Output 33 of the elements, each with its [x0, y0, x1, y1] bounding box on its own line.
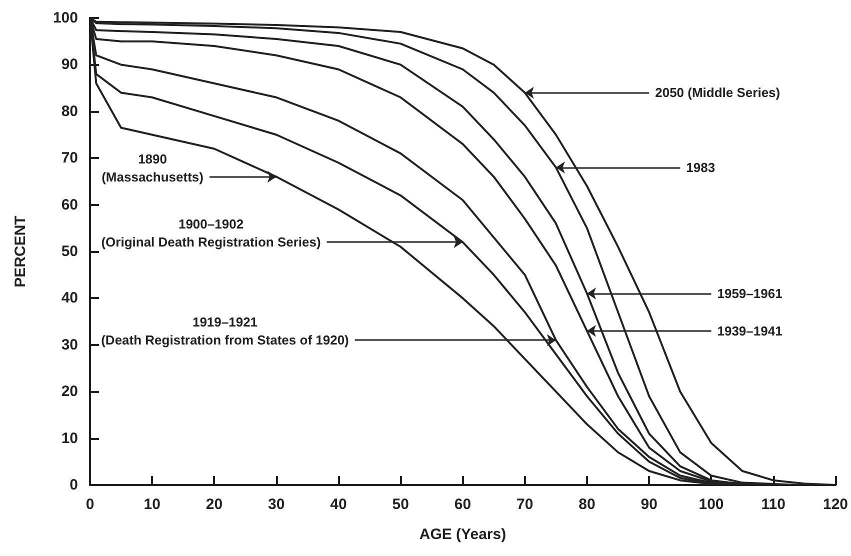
- x-tick-label: 100: [698, 496, 724, 513]
- annotation: 1983: [686, 160, 716, 175]
- y-tick-label: 20: [61, 383, 78, 400]
- x-tick-label: 50: [392, 496, 409, 513]
- x-tick-label: 0: [86, 496, 94, 513]
- x-axis-title: AGE (Years): [419, 526, 506, 543]
- y-tick-label: 80: [61, 102, 78, 120]
- annotation: 1919–1921 (Death Registration from States of 1920): [101, 314, 349, 348]
- y-tick-label: 50: [61, 243, 78, 260]
- y-axis-title: PERCENT: [12, 216, 29, 288]
- x-tick-label: 40: [330, 496, 347, 513]
- annotation: 2050 (Middle Series): [655, 85, 780, 100]
- x-tick-label: 110: [761, 496, 786, 513]
- annotation: 1900–1902 (Original Death Registration Series): [101, 216, 321, 250]
- x-tick-label: 20: [206, 496, 223, 513]
- x-tick-label: 60: [454, 496, 472, 513]
- annotation: 1959–1961: [717, 286, 782, 302]
- y-tick-label: 90: [61, 56, 78, 74]
- y-tick-label: 0: [70, 476, 78, 494]
- y-tick-label: 10: [61, 430, 78, 447]
- y-tick-label: 30: [61, 336, 78, 354]
- x-tick-label: 90: [640, 496, 658, 513]
- x-tick-label: 120: [822, 496, 848, 513]
- annotation: 1890 (Massachusetts): [102, 151, 204, 184]
- x-tick-label: 70: [516, 496, 534, 513]
- y-tick-label: 40: [61, 290, 78, 307]
- x-tick-label: 80: [578, 496, 596, 513]
- x-tick-label: 30: [268, 496, 285, 513]
- annotation: 1939–1941: [717, 323, 782, 338]
- x-tick-label: 10: [144, 496, 160, 513]
- y-tick-label: 100: [52, 10, 78, 26]
- y-tick-label: 60: [61, 196, 78, 214]
- y-tick-label: 70: [61, 150, 78, 167]
